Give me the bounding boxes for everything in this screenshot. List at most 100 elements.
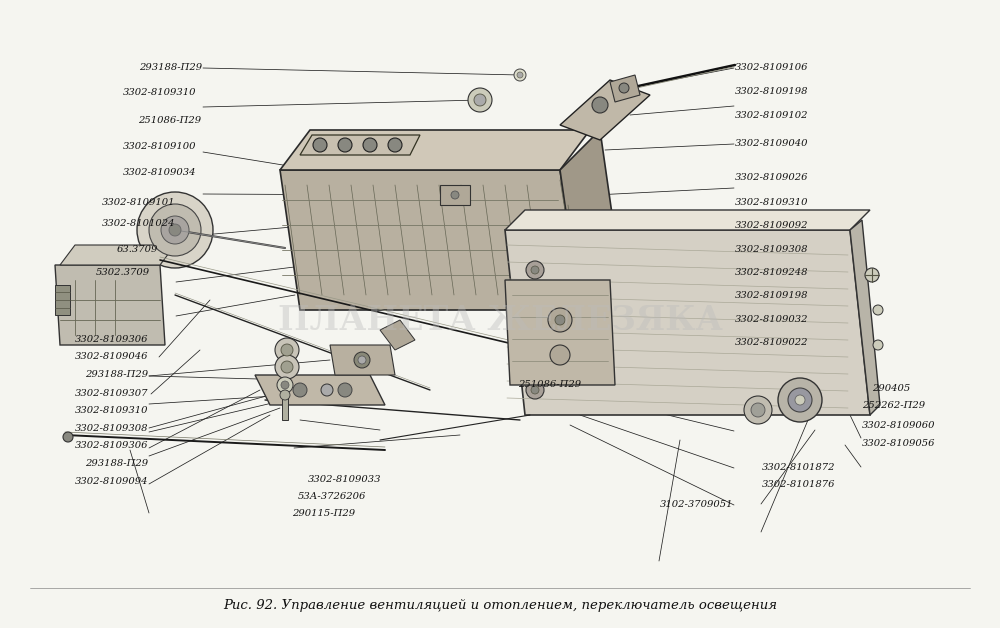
Text: 293188-П29: 293188-П29 [85, 459, 148, 468]
Text: 3102-3709051: 3102-3709051 [660, 500, 734, 509]
Text: 3302-8109306: 3302-8109306 [74, 335, 148, 344]
Text: 3302-8109306: 3302-8109306 [74, 441, 148, 450]
Text: 3302-8109308: 3302-8109308 [735, 245, 808, 254]
Text: 3302-8109032: 3302-8109032 [735, 315, 808, 323]
Text: 3302-8109106: 3302-8109106 [735, 63, 808, 72]
Circle shape [137, 192, 213, 268]
Circle shape [363, 138, 377, 152]
Text: 3302-8109308: 3302-8109308 [74, 424, 148, 433]
Circle shape [321, 384, 333, 396]
Circle shape [619, 83, 629, 93]
Text: 3302-8109060: 3302-8109060 [862, 421, 936, 430]
Text: 252262-П29: 252262-П29 [862, 401, 925, 410]
Polygon shape [280, 170, 580, 310]
Text: 290405: 290405 [872, 384, 910, 392]
Bar [282, 395, 288, 420]
Circle shape [788, 388, 812, 412]
Circle shape [280, 390, 290, 400]
Polygon shape [255, 375, 385, 405]
Circle shape [275, 355, 299, 379]
Text: 3302-8109033: 3302-8109033 [308, 475, 382, 484]
Text: 3302-8109310: 3302-8109310 [735, 198, 808, 207]
Circle shape [555, 315, 565, 325]
Text: 3302-8109310: 3302-8109310 [122, 88, 196, 97]
Text: 3302-8101872: 3302-8101872 [762, 463, 836, 472]
Polygon shape [505, 210, 870, 230]
Text: 3302-8109100: 3302-8109100 [122, 143, 196, 151]
Text: 293188-П29: 293188-П29 [139, 63, 202, 72]
Text: 3302-8109034: 3302-8109034 [122, 168, 196, 177]
Text: 251086-П29: 251086-П29 [138, 116, 201, 125]
Circle shape [592, 97, 608, 113]
Text: 290115-П29: 290115-П29 [292, 509, 355, 518]
Circle shape [474, 94, 486, 106]
Circle shape [293, 383, 307, 397]
Text: 3302-8109022: 3302-8109022 [735, 338, 808, 347]
Circle shape [63, 432, 73, 442]
Circle shape [338, 383, 352, 397]
Circle shape [517, 72, 523, 78]
Text: 53А-3726206: 53А-3726206 [298, 492, 366, 501]
Circle shape [451, 191, 459, 199]
Polygon shape [560, 130, 620, 310]
Text: 3302-8109102: 3302-8109102 [735, 111, 808, 120]
Polygon shape [300, 135, 420, 155]
Text: 3302-8109101: 3302-8109101 [102, 198, 175, 207]
Circle shape [468, 88, 492, 112]
Circle shape [149, 204, 201, 256]
Circle shape [744, 396, 772, 424]
Text: 3302-8101876: 3302-8101876 [762, 480, 836, 489]
Circle shape [313, 138, 327, 152]
Circle shape [388, 138, 402, 152]
Text: 3302-8109307: 3302-8109307 [74, 389, 148, 398]
Text: 251086-П29: 251086-П29 [518, 380, 581, 389]
Circle shape [873, 340, 883, 350]
Circle shape [531, 266, 539, 274]
Circle shape [795, 395, 805, 405]
Circle shape [161, 216, 189, 244]
Text: 3302-8109198: 3302-8109198 [735, 291, 808, 300]
Circle shape [526, 381, 544, 399]
Text: 3302-8109248: 3302-8109248 [735, 268, 808, 277]
Text: 3302-8109056: 3302-8109056 [862, 440, 936, 448]
Text: 3302-8101024: 3302-8101024 [102, 219, 175, 228]
Polygon shape [505, 280, 615, 385]
Text: 3302-8109094: 3302-8109094 [74, 477, 148, 486]
Circle shape [281, 381, 289, 389]
Polygon shape [610, 75, 640, 102]
Text: 63.3709: 63.3709 [117, 245, 158, 254]
Polygon shape [505, 230, 870, 415]
Polygon shape [380, 320, 415, 350]
Circle shape [281, 361, 293, 373]
Text: ПЛАНЕТА ЖЕЛЕЗЯКА: ПЛАНЕТА ЖЕЛЕЗЯКА [278, 303, 722, 337]
Circle shape [281, 344, 293, 356]
Circle shape [548, 308, 572, 332]
Circle shape [550, 345, 570, 365]
Circle shape [531, 386, 539, 394]
Polygon shape [60, 245, 175, 265]
Text: Рис. 92. Управление вентиляцией и отоплением, переключатель освещения: Рис. 92. Управление вентиляцией и отопле… [223, 598, 777, 612]
Polygon shape [440, 185, 470, 205]
Circle shape [169, 224, 181, 236]
Text: 3302-8109046: 3302-8109046 [74, 352, 148, 361]
Circle shape [751, 403, 765, 417]
Text: 293188-П29: 293188-П29 [85, 370, 148, 379]
Circle shape [277, 377, 293, 393]
Circle shape [354, 352, 370, 368]
Polygon shape [330, 345, 395, 375]
Polygon shape [55, 285, 70, 315]
Polygon shape [560, 80, 650, 140]
Polygon shape [55, 265, 165, 345]
Text: 3302-8109310: 3302-8109310 [74, 406, 148, 415]
Circle shape [865, 268, 879, 282]
Text: 3302-8109198: 3302-8109198 [735, 87, 808, 96]
Circle shape [778, 378, 822, 422]
Circle shape [526, 261, 544, 279]
Text: 3302-8109026: 3302-8109026 [735, 173, 808, 181]
Text: 3302-8109040: 3302-8109040 [735, 139, 808, 148]
Circle shape [873, 305, 883, 315]
Circle shape [514, 69, 526, 81]
Text: 3302-8109092: 3302-8109092 [735, 221, 808, 230]
Polygon shape [850, 220, 880, 415]
Circle shape [338, 138, 352, 152]
